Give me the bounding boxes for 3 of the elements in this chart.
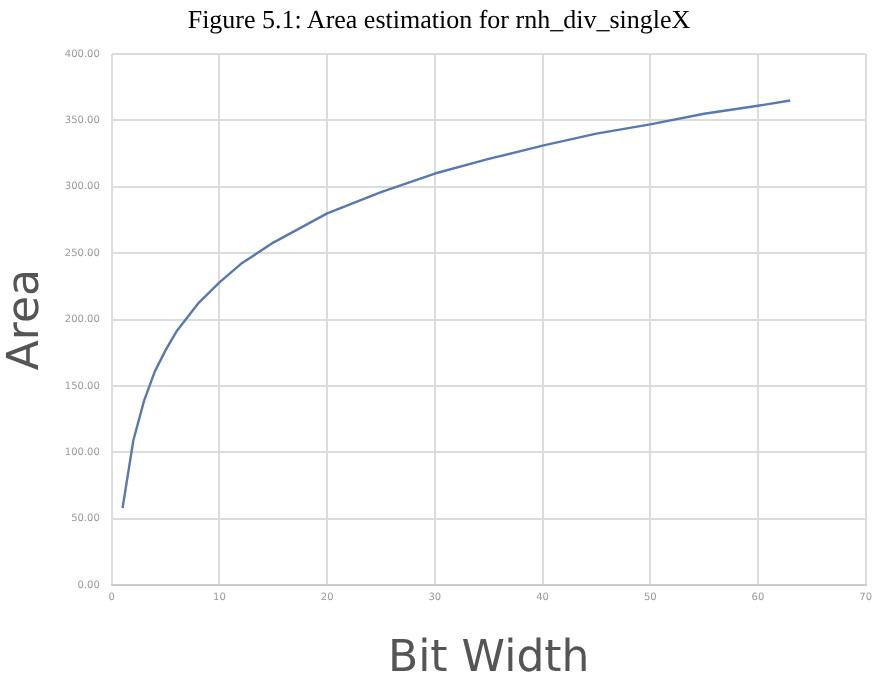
- y-axis-title: Area: [0, 268, 50, 371]
- chart-title: Figure 5.1: Area estimation for rnh_div_singleX: [185, 4, 693, 36]
- x-axis-title: Bit Width: [387, 633, 590, 684]
